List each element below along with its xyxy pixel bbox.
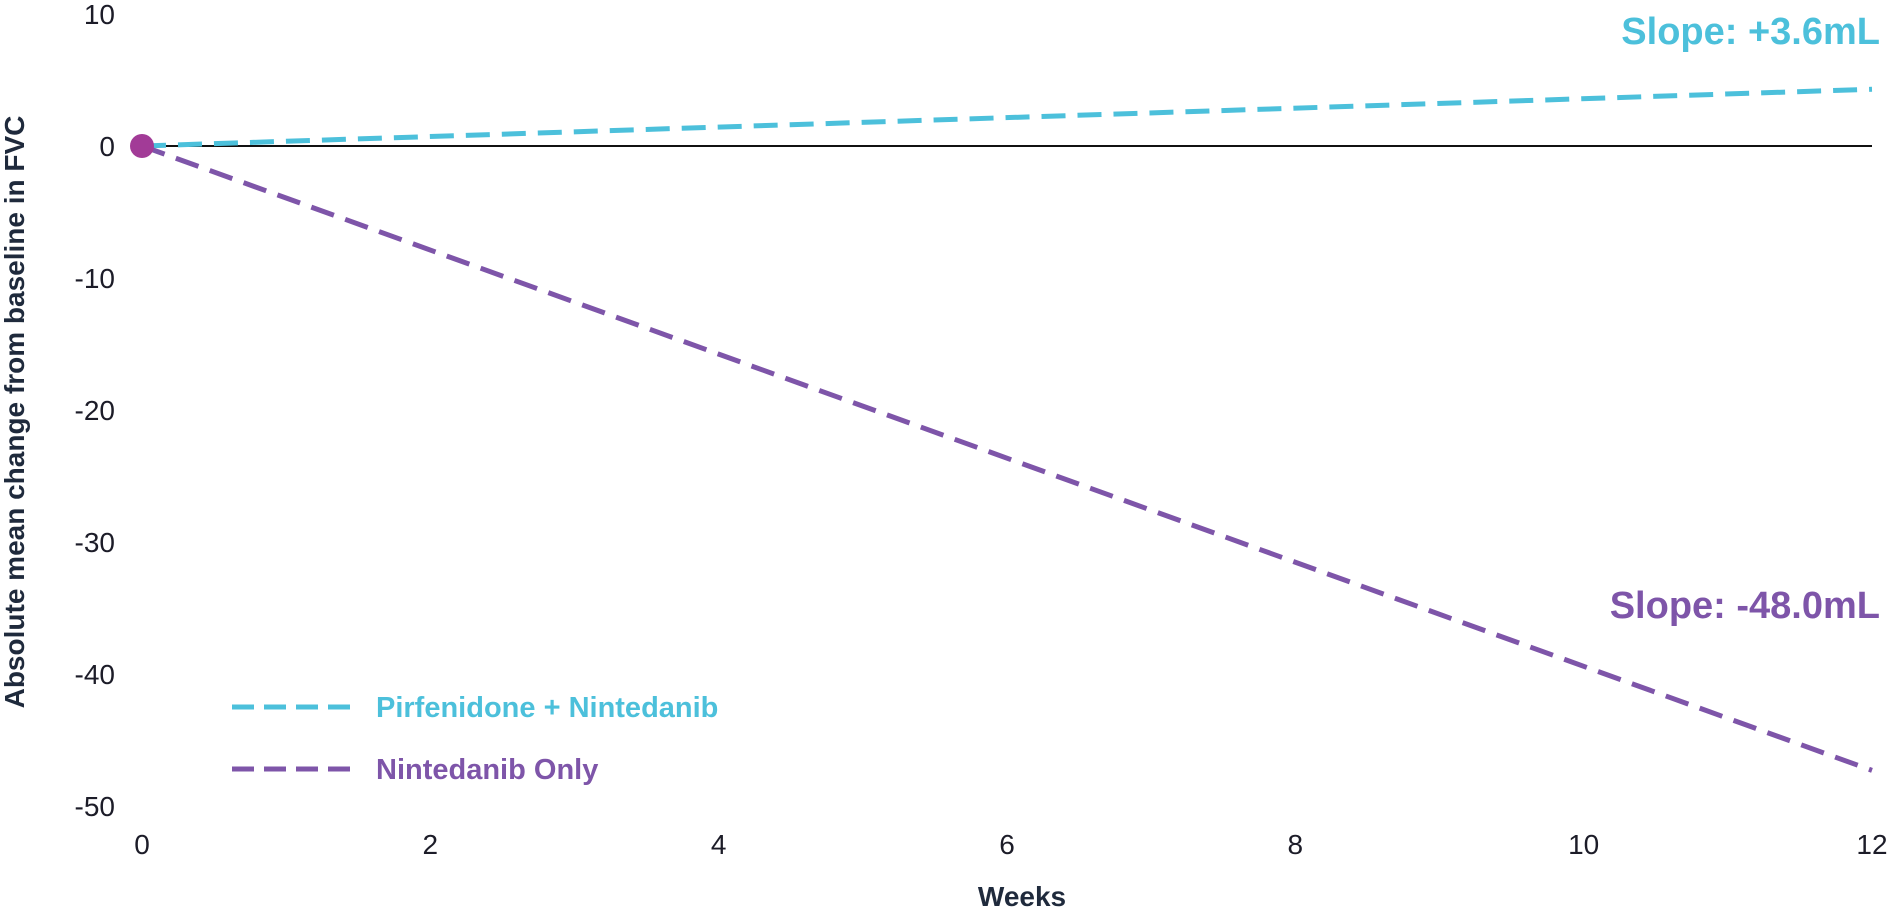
y-axis-ticks: 10 0 -10 -20 -30 -40 -50 (75, 0, 115, 822)
x-axis-title: Weeks (978, 881, 1066, 908)
x-tick-label: 0 (134, 829, 150, 860)
baseline-marker (130, 134, 154, 158)
y-tick-label: 0 (99, 131, 115, 162)
x-tick-label: 4 (711, 829, 727, 860)
x-tick-label: 2 (423, 829, 439, 860)
y-tick-label: -30 (75, 527, 115, 558)
series-line-2 (141, 143, 1873, 773)
x-axis-ticks: 0 2 4 6 8 10 12 (134, 829, 1887, 860)
series-line-1 (141, 86, 1873, 149)
slope-annotation: Slope: +3.6mL (1621, 11, 1880, 53)
x-tick-label: 8 (1288, 829, 1304, 860)
legend-label: Pirfenidone + Nintedanib (376, 692, 718, 724)
y-tick-label: 10 (84, 0, 115, 30)
x-tick-label: 10 (1568, 829, 1599, 860)
legend: Pirfenidone + Nintedanib Nintedanib Only (232, 692, 718, 786)
y-tick-label: -10 (75, 263, 115, 294)
slope-annotation: Slope: -48.0mL (1610, 585, 1880, 627)
y-tick-label: -40 (75, 659, 115, 690)
y-tick-label: -20 (75, 395, 115, 426)
x-tick-label: 6 (999, 829, 1015, 860)
x-tick-label: 12 (1856, 829, 1887, 860)
y-axis-title: Absolute mean change from baseline in FV… (0, 116, 30, 709)
y-tick-label: -50 (75, 791, 115, 822)
legend-label: Nintedanib Only (376, 754, 598, 786)
